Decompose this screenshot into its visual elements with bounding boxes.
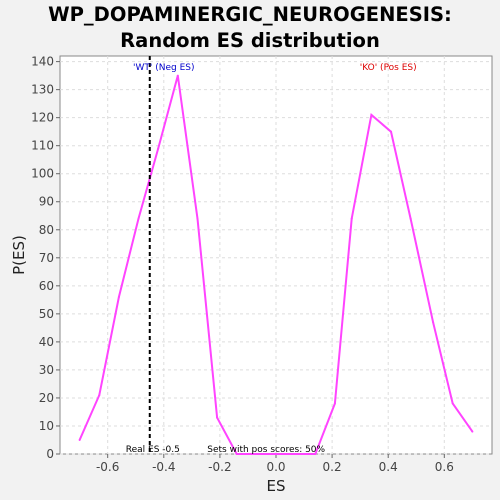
data-point (255, 453, 258, 455)
y-tick-label: 120 (31, 111, 54, 125)
y-axis-label: P(ES) (10, 235, 28, 275)
real-es-label: Real ES -0.5 (126, 445, 180, 455)
data-point (409, 217, 412, 220)
x-tick-label: -0.2 (208, 460, 231, 474)
x-tick-label: 0.4 (379, 460, 398, 474)
data-point (157, 147, 160, 150)
y-tick-label: 20 (39, 391, 54, 405)
data-point (390, 130, 393, 133)
neg-es-label: 'WT' (Neg ES) (133, 63, 194, 73)
data-point (333, 402, 336, 405)
y-tick-label: 0 (46, 447, 54, 461)
data-point (350, 217, 353, 220)
data-point (216, 416, 219, 419)
series-group (78, 74, 474, 455)
data-point (78, 438, 81, 441)
y-tick-label: 50 (39, 307, 54, 321)
data-point (370, 113, 373, 116)
y-tick-label: 130 (31, 83, 54, 97)
data-point (196, 217, 199, 220)
y-tick-label: 30 (39, 363, 54, 377)
pos-scores-label: Sets with pos scores: 50% (207, 445, 325, 455)
pos-es-label: 'KO' (Pos ES) (360, 63, 417, 73)
y-tick-label: 140 (31, 55, 54, 69)
data-point (314, 453, 317, 455)
grid (60, 56, 492, 455)
data-point (471, 430, 474, 433)
y-tick-label: 10 (39, 419, 54, 433)
chart-title: WP_DOPAMINERGIC_NEUROGENESIS: Random ES … (48, 3, 452, 52)
x-tick-label: 0.2 (323, 460, 342, 474)
axes: 0 10 20 30 40 50 60 70 80 90 100 110 120 130 140 -0.6 -0… (31, 55, 454, 474)
data-point (137, 217, 140, 220)
y-tick-label: 110 (31, 139, 54, 153)
data-point (117, 296, 120, 299)
data-point (98, 394, 101, 397)
x-tick-label: -0.6 (96, 460, 119, 474)
annotations: 'WT' (Neg ES) 'KO' (Pos ES) Real ES -0.5… (126, 63, 417, 455)
x-axis-label: ES (267, 477, 286, 495)
y-tick-label: 60 (39, 279, 54, 293)
data-point (294, 453, 297, 455)
x-tick-label: -0.4 (152, 460, 175, 474)
y-tick-label: 40 (39, 335, 54, 349)
x-tick-label: 0.6 (435, 460, 454, 474)
y-tick-label: 90 (39, 195, 54, 209)
data-point (176, 74, 179, 77)
y-tick-label: 70 (39, 251, 54, 265)
y-tick-label: 80 (39, 223, 54, 237)
y-tick-label: 100 (31, 167, 54, 181)
data-point (432, 321, 435, 324)
data-point (275, 453, 277, 455)
x-tick-label: 0.0 (266, 460, 285, 474)
data-point (235, 453, 238, 455)
data-point (451, 402, 454, 405)
